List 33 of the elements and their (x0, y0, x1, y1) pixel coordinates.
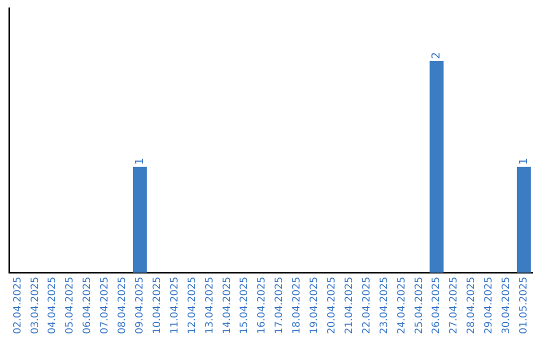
x-tick-label: 05.04.2025 (64, 276, 76, 334)
x-tick-label: 01.05.2025 (518, 276, 530, 334)
x-tick-label: 28.04.2025 (466, 276, 478, 334)
data-label: 1 (516, 158, 530, 165)
data-label: 1 (132, 158, 146, 165)
x-tick-label: 15.04.2025 (239, 276, 250, 334)
x-tick-label: 12.04.2025 (186, 276, 198, 334)
x-tick-label: 08.04.2025 (117, 276, 128, 334)
x-tick-label: 04.04.2025 (47, 276, 58, 334)
x-tick-label: 07.04.2025 (100, 276, 111, 334)
x-tick-label: 06.04.2025 (82, 276, 94, 334)
x-tick-label: 22.04.2025 (361, 276, 372, 334)
x-tick-label: 21.04.2025 (344, 276, 355, 334)
data-label: 2 (429, 52, 442, 59)
x-tick-label: 14.04.2025 (222, 276, 233, 334)
x-tick-label: 03.04.2025 (30, 276, 41, 334)
x-tick-label: 29.04.2025 (484, 276, 495, 334)
x-tick-label: 18.04.2025 (292, 276, 303, 334)
x-tick-label: 30.04.2025 (501, 276, 512, 334)
x-tick-label: 25.04.2025 (414, 276, 425, 334)
x-tick-label: 11.04.2025 (169, 276, 180, 334)
x-tick-label: 26.04.2025 (431, 276, 442, 334)
x-tick-label: 13.04.2025 (204, 276, 216, 334)
x-tick-label: 10.04.2025 (152, 276, 163, 334)
x-tick-label: 17.04.2025 (274, 276, 286, 334)
x-tick-label: 27.04.2025 (448, 276, 460, 334)
x-tick-label: 16.04.2025 (256, 276, 268, 334)
x-tick-label: 02.04.2025 (12, 276, 24, 334)
x-tick-label: 09.04.2025 (134, 276, 146, 334)
x-tick-label: 20.04.2025 (326, 276, 338, 334)
x-tick-label: 19.04.2025 (309, 276, 320, 334)
x-tick-label: 23.04.2025 (378, 276, 390, 334)
x-tick-label: 24.04.2025 (396, 276, 408, 334)
